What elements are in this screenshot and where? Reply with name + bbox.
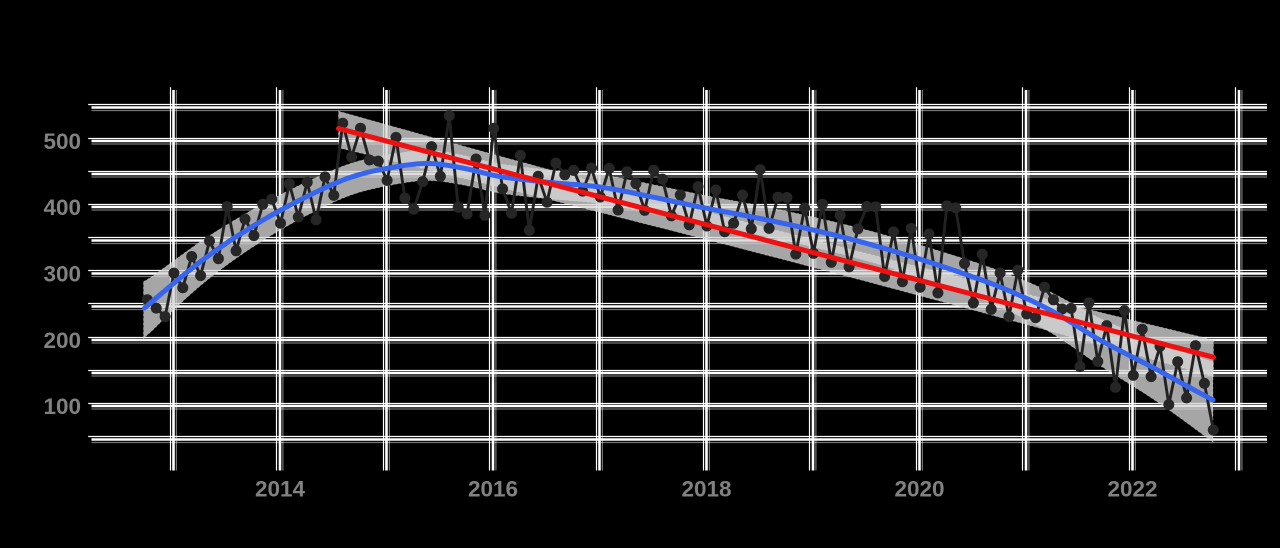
svg-text:2022: 2022 (1107, 477, 1157, 502)
svg-text:300: 300 (43, 262, 81, 287)
svg-text:500: 500 (43, 129, 81, 154)
svg-text:100: 100 (43, 394, 81, 419)
svg-text:200: 200 (43, 328, 81, 353)
svg-text:2014: 2014 (255, 477, 306, 502)
svg-text:2018: 2018 (681, 477, 731, 502)
svg-text:400: 400 (43, 195, 81, 220)
svg-text:2016: 2016 (468, 477, 518, 502)
svg-text:2020: 2020 (894, 477, 944, 502)
